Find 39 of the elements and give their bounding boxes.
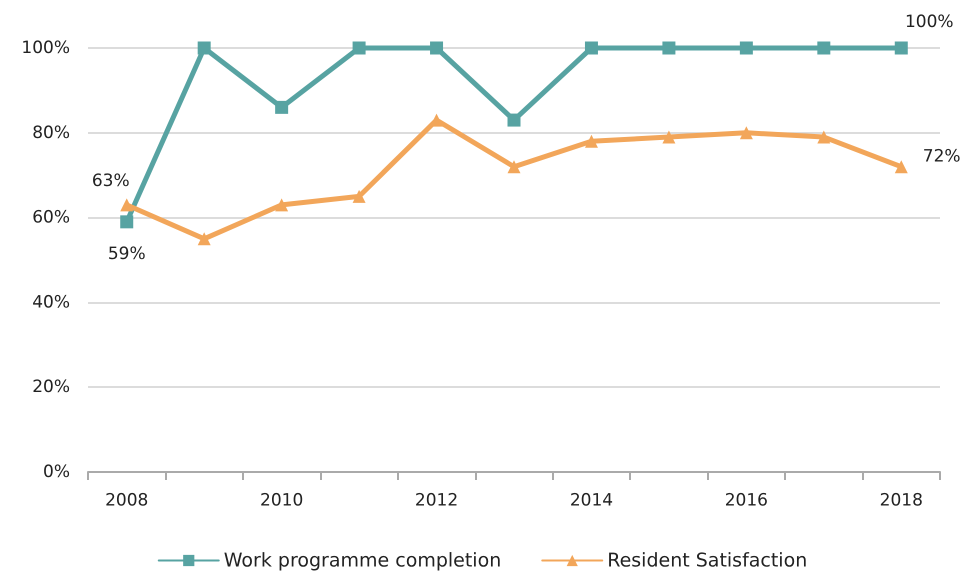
x-tick-label: 2008 [105,490,148,510]
y-tick-label: 40% [32,292,70,312]
point [894,160,908,174]
x-tick-label: 2016 [724,490,768,510]
point [275,100,288,114]
legend-label: Work programme completion [224,550,502,572]
y-tick-label: 0% [43,462,70,482]
point [740,42,753,54]
y-tick-label: 60% [32,208,70,228]
point [817,42,830,54]
point [120,215,134,228]
point [662,42,676,54]
point [584,42,598,54]
y-tick-label: 20% [32,377,70,398]
point [894,42,908,54]
point [198,42,211,54]
legend-label: Resident Satisfaction [607,550,808,572]
data-label: 100% [904,12,954,32]
point [198,232,211,246]
data-label: 63% [92,170,130,191]
y-tick-label: 80% [32,122,70,143]
point [275,198,288,212]
point [352,190,366,203]
data-label: 59% [108,244,146,264]
point [740,126,753,140]
point [662,130,676,144]
point [584,134,598,148]
point [508,160,520,174]
data-label: 72% [922,146,961,167]
x-tick-label: 2014 [570,490,614,510]
y-tick-label: 100% [21,38,70,58]
x-tick-label: 2010 [260,490,304,510]
x-tick-label: 2012 [414,490,458,510]
x-tick-label: 2018 [880,490,923,510]
point [817,130,830,144]
point [120,198,134,212]
point [508,114,520,127]
point [352,42,366,54]
point [430,42,444,54]
